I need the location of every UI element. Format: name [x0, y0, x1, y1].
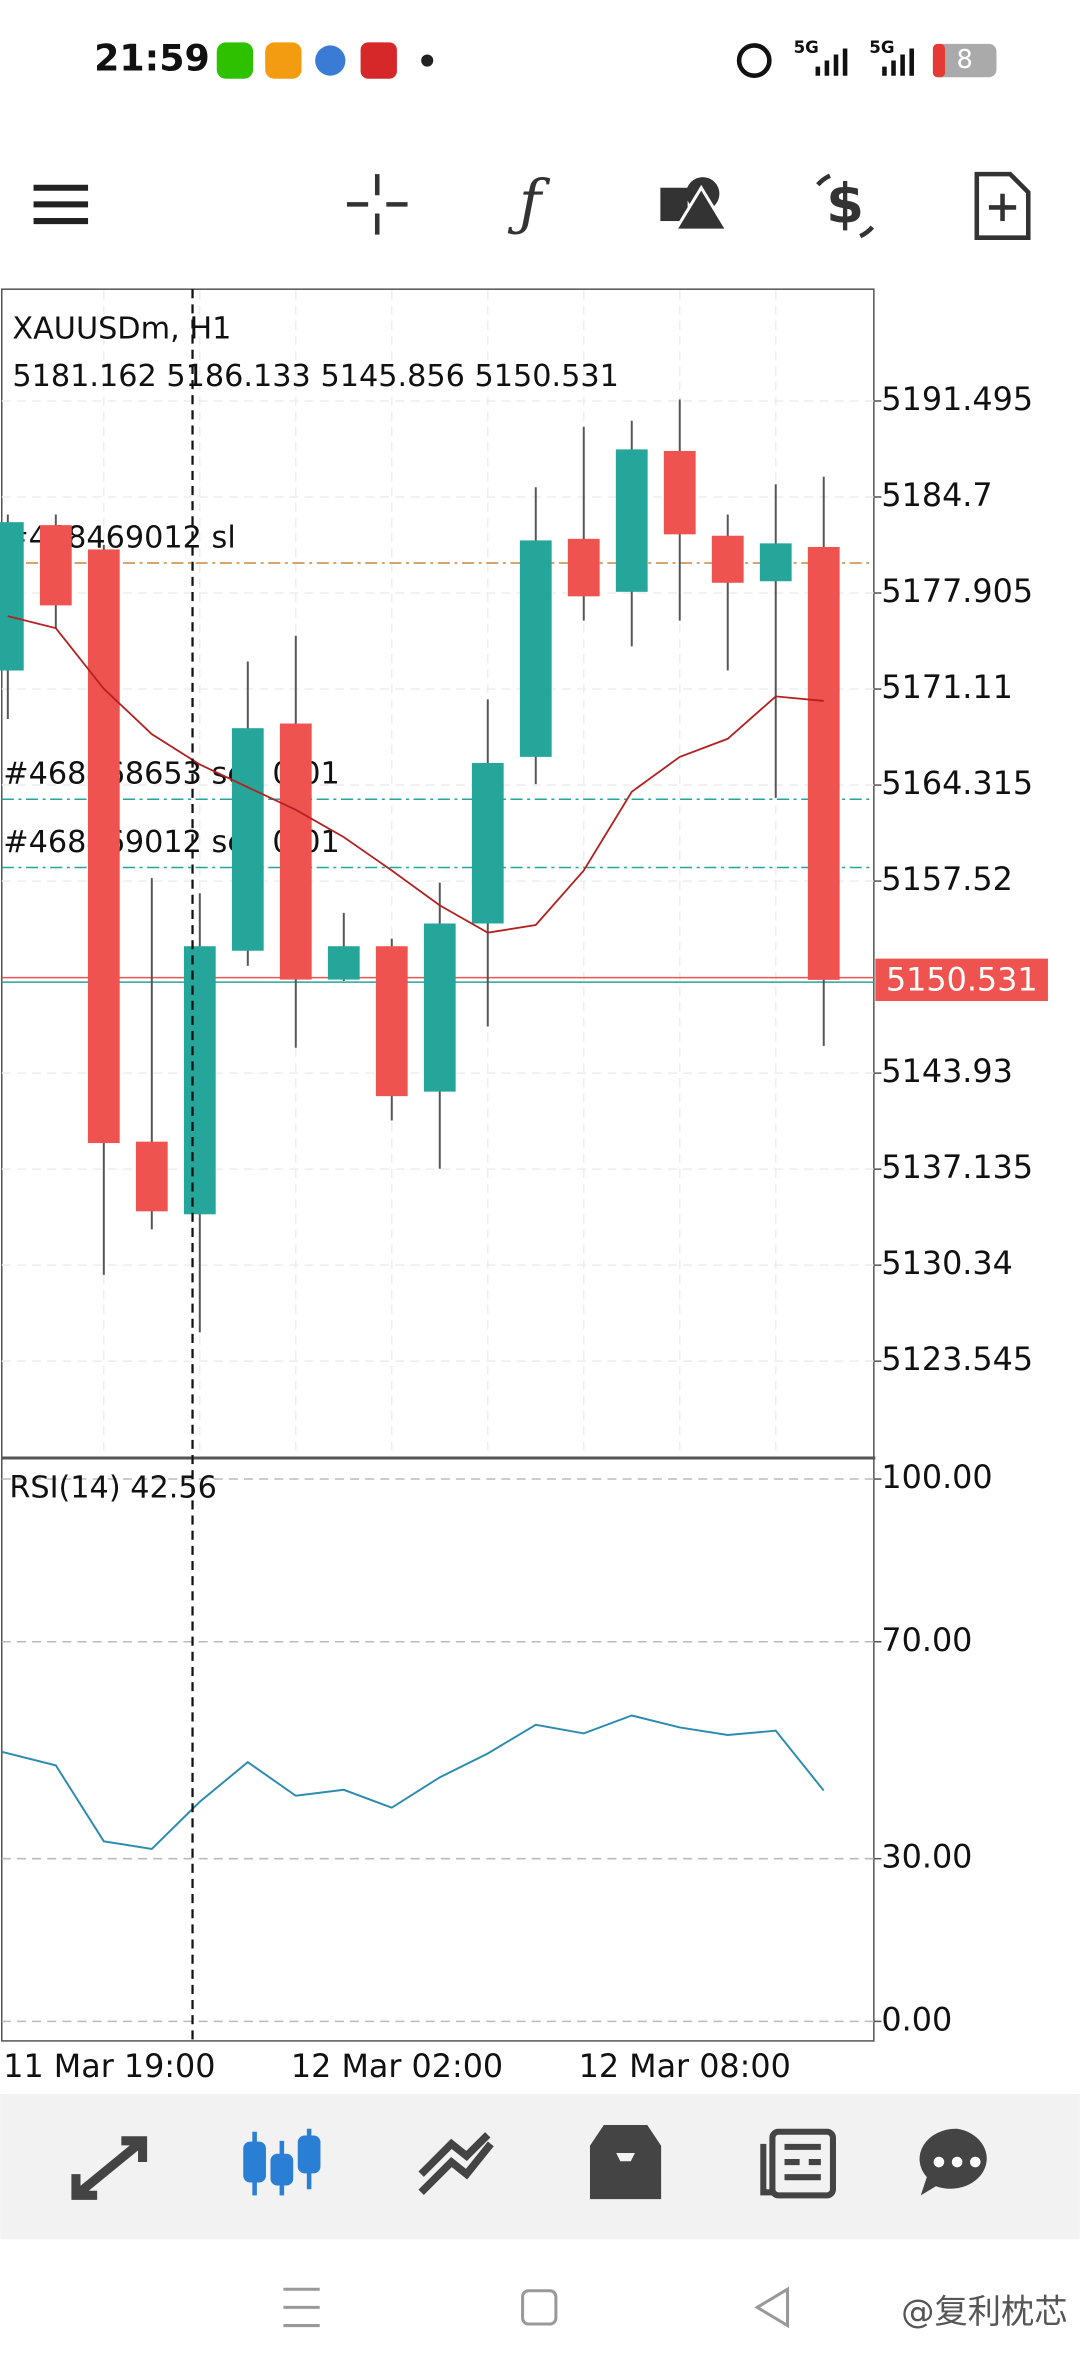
y-tick-label: 5191.495 — [881, 381, 1033, 418]
candle-body — [471, 762, 504, 924]
y-tick-label: 5123.545 — [881, 1341, 1033, 1378]
x-tick-label: 12 Mar 08:00 — [579, 2048, 791, 2085]
chart-title: XAUUSDm, H1 — [12, 312, 231, 347]
candle-body — [759, 543, 792, 582]
y-tick-label: 100.00 — [881, 1459, 992, 1496]
rsi-value: 42.56 — [130, 1470, 217, 1505]
candle-body — [663, 450, 696, 535]
candle-body — [423, 923, 456, 1092]
price-tag-label: 5150.531 — [886, 961, 1038, 998]
rsi-name: RSI(14) — [9, 1470, 120, 1505]
chart-tab[interactable] — [243, 2128, 321, 2196]
close: 5150.531 — [475, 358, 619, 393]
network: 5G — [869, 38, 894, 57]
y-tick-label: 5164.315 — [881, 765, 1033, 802]
candle-body — [279, 723, 312, 980]
signal — [882, 48, 914, 76]
crosshair-button[interactable] — [346, 174, 408, 235]
clock: 21:59 — [94, 37, 210, 80]
bottom-nav — [0, 2093, 1080, 2240]
trade-arrows — [816, 173, 875, 239]
x-tick-label: 11 Mar 19:00 — [3, 2048, 215, 2085]
candle-body — [375, 946, 408, 1097]
candle-body — [0, 522, 24, 671]
moving-average — [7, 615, 824, 934]
y-tick-label: 5130.34 — [881, 1245, 1012, 1282]
y-tick-label: 5184.7 — [881, 477, 992, 514]
trade-tab[interactable] — [418, 2132, 494, 2195]
open: 5181.162 — [12, 358, 156, 393]
alarm-icon — [736, 43, 772, 78]
y-tick-label: 70.00 — [881, 1622, 972, 1659]
chat-tab[interactable] — [919, 2128, 987, 2196]
battery-level — [932, 43, 946, 78]
y-tick-label: 0.00 — [881, 2001, 952, 2038]
x-tick-label: 12 Mar 02:00 — [291, 2048, 503, 2085]
recent-apps[interactable] — [283, 2287, 320, 2328]
rsi-line — [1, 1714, 825, 1850]
signal — [815, 48, 848, 76]
watermark: @复利枕芯 — [901, 2292, 1067, 2331]
candle-body — [39, 525, 72, 606]
y-tick-label: 5143.93 — [881, 1053, 1012, 1090]
candle-body — [327, 946, 360, 980]
quotes-tab[interactable] — [71, 2136, 148, 2200]
ohlc-readout: 5181.162 5186.133 5145.856 5150.531 — [12, 358, 619, 393]
app-icon — [360, 42, 397, 79]
network: 5G — [794, 38, 819, 57]
rsi-title: RSI(14) 42.56 — [9, 1470, 217, 1505]
candle-body — [615, 449, 648, 592]
menu-button[interactable] — [33, 184, 89, 225]
new-order-button[interactable] — [974, 171, 1031, 240]
candle-body — [135, 1141, 168, 1212]
home[interactable] — [521, 2289, 558, 2326]
candle-body — [519, 540, 552, 757]
battery — [932, 43, 997, 78]
app-icon — [216, 42, 254, 79]
dot — [421, 54, 434, 67]
news-tab[interactable] — [760, 2128, 836, 2199]
candle-body — [807, 547, 840, 980]
candle-body — [87, 549, 120, 1144]
y-tick-label: 5171.11 — [881, 669, 1012, 706]
y-tick-label: 5157.52 — [881, 861, 1012, 898]
candle-body — [183, 946, 216, 1215]
chart: 5191.495 5184.7 5177.905 5171.11 5164.315 515… — [0, 290, 1048, 2085]
battery-text: 8 — [956, 45, 972, 75]
y-tick-label: 5137.135 — [881, 1149, 1033, 1186]
app-icon — [315, 45, 346, 76]
candle-body — [567, 538, 600, 597]
candle-body — [711, 535, 744, 583]
candle-body — [231, 728, 264, 951]
low: 5145.856 — [320, 358, 464, 393]
objects-button[interactable] — [660, 177, 730, 232]
app-icon — [265, 42, 302, 79]
price-tag — [875, 958, 1048, 1002]
trade-button[interactable]: $ — [826, 172, 864, 236]
y-tick-label: 5177.905 — [881, 573, 1033, 610]
high: 5186.133 — [166, 358, 310, 393]
y-tick-label: 30.00 — [881, 1839, 972, 1876]
history-tab[interactable] — [589, 2124, 662, 2200]
back[interactable] — [754, 2286, 790, 2329]
